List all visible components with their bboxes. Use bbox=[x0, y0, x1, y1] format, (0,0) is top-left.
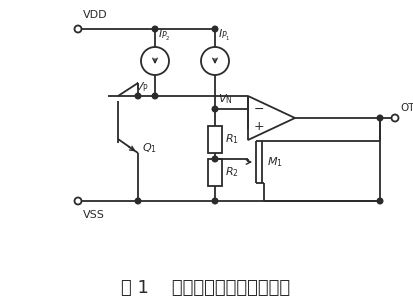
Text: VDD: VDD bbox=[83, 10, 108, 20]
Text: $V_{\rm N}$: $V_{\rm N}$ bbox=[218, 92, 233, 106]
Text: $V_{\rm P}$: $V_{\rm P}$ bbox=[135, 80, 149, 94]
Text: $R_1$: $R_1$ bbox=[225, 133, 239, 146]
Circle shape bbox=[212, 106, 218, 112]
Circle shape bbox=[74, 197, 81, 204]
Bar bbox=[208, 126, 222, 153]
Text: $R_2$: $R_2$ bbox=[225, 166, 239, 179]
Text: 图 1    传统过温保护电路原理图: 图 1 传统过温保护电路原理图 bbox=[121, 279, 291, 297]
Circle shape bbox=[212, 26, 218, 32]
Text: −: − bbox=[254, 103, 264, 116]
Circle shape bbox=[212, 198, 218, 204]
Bar bbox=[208, 159, 222, 186]
Circle shape bbox=[392, 114, 399, 122]
Text: VSS: VSS bbox=[83, 210, 105, 220]
Text: +: + bbox=[254, 120, 265, 134]
Circle shape bbox=[152, 26, 158, 32]
Text: OTP_OUT: OTP_OUT bbox=[400, 102, 413, 113]
Circle shape bbox=[377, 115, 383, 121]
Circle shape bbox=[135, 198, 141, 204]
Text: $M_1$: $M_1$ bbox=[267, 155, 283, 169]
Text: $Q_1$: $Q_1$ bbox=[142, 141, 157, 155]
Text: $I_{P_1}$: $I_{P_1}$ bbox=[218, 28, 231, 43]
Circle shape bbox=[152, 93, 158, 99]
Circle shape bbox=[377, 198, 383, 204]
Circle shape bbox=[135, 93, 141, 99]
Text: $I_{P_2}$: $I_{P_2}$ bbox=[158, 28, 171, 43]
Circle shape bbox=[74, 26, 81, 33]
Circle shape bbox=[212, 156, 218, 162]
